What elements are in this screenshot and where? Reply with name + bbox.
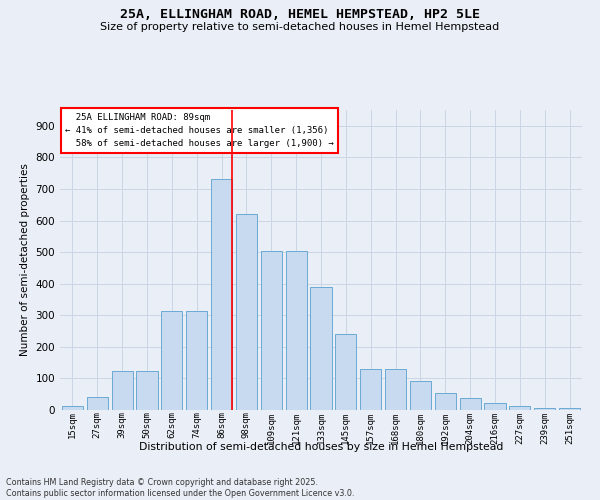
Bar bbox=[186, 310, 207, 410]
Bar bbox=[62, 406, 83, 410]
Y-axis label: Number of semi-detached properties: Number of semi-detached properties bbox=[20, 164, 30, 356]
Bar bbox=[385, 369, 406, 410]
Text: Contains HM Land Registry data © Crown copyright and database right 2025.
Contai: Contains HM Land Registry data © Crown c… bbox=[6, 478, 355, 498]
Bar bbox=[112, 370, 133, 410]
Bar bbox=[261, 250, 282, 410]
Bar bbox=[360, 369, 381, 410]
Bar bbox=[410, 380, 431, 410]
Bar bbox=[559, 408, 580, 410]
Bar bbox=[435, 394, 456, 410]
Bar bbox=[136, 370, 158, 410]
Bar bbox=[236, 214, 257, 410]
Text: Distribution of semi-detached houses by size in Hemel Hempstead: Distribution of semi-detached houses by … bbox=[139, 442, 503, 452]
Text: 25A, ELLINGHAM ROAD, HEMEL HEMPSTEAD, HP2 5LE: 25A, ELLINGHAM ROAD, HEMEL HEMPSTEAD, HP… bbox=[120, 8, 480, 20]
Bar bbox=[286, 250, 307, 410]
Text: 25A ELLINGHAM ROAD: 89sqm
← 41% of semi-detached houses are smaller (1,356)
  58: 25A ELLINGHAM ROAD: 89sqm ← 41% of semi-… bbox=[65, 113, 334, 148]
Bar bbox=[484, 403, 506, 410]
Text: Size of property relative to semi-detached houses in Hemel Hempstead: Size of property relative to semi-detach… bbox=[100, 22, 500, 32]
Bar bbox=[310, 287, 332, 410]
Bar bbox=[335, 334, 356, 410]
Bar bbox=[460, 398, 481, 410]
Bar bbox=[161, 310, 182, 410]
Bar bbox=[509, 406, 530, 410]
Bar bbox=[211, 180, 232, 410]
Bar bbox=[534, 408, 555, 410]
Bar bbox=[87, 398, 108, 410]
